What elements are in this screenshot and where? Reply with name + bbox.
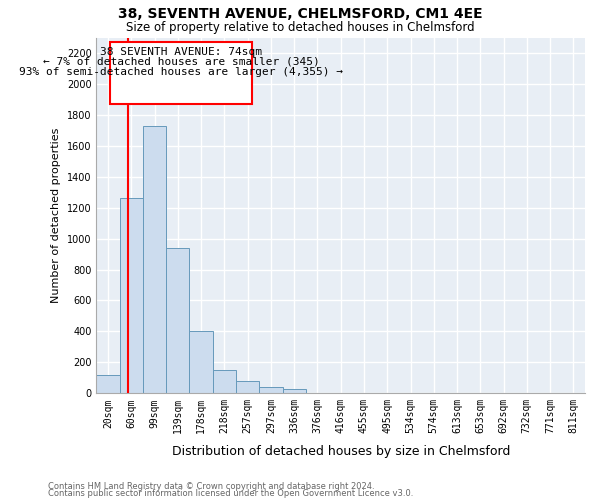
Bar	[119, 198, 143, 394]
X-axis label: Distribution of detached houses by size in Chelmsford: Distribution of detached houses by size …	[172, 444, 510, 458]
Text: Size of property relative to detached houses in Chelmsford: Size of property relative to detached ho…	[125, 22, 475, 35]
Text: 38, SEVENTH AVENUE, CHELMSFORD, CM1 4EE: 38, SEVENTH AVENUE, CHELMSFORD, CM1 4EE	[118, 8, 482, 22]
Bar	[166, 248, 190, 394]
Text: ← 7% of detached houses are smaller (345): ← 7% of detached houses are smaller (345…	[43, 56, 319, 66]
Text: 93% of semi-detached houses are larger (4,355) →: 93% of semi-detached houses are larger (…	[19, 67, 343, 77]
Bar	[259, 387, 283, 394]
Y-axis label: Number of detached properties: Number of detached properties	[51, 128, 61, 303]
Bar	[283, 390, 306, 394]
FancyBboxPatch shape	[110, 42, 252, 104]
Text: Contains HM Land Registry data © Crown copyright and database right 2024.: Contains HM Land Registry data © Crown c…	[48, 482, 374, 491]
Bar	[236, 381, 259, 394]
Bar	[190, 330, 213, 394]
Text: Contains public sector information licensed under the Open Government Licence v3: Contains public sector information licen…	[48, 489, 413, 498]
Text: 38 SEVENTH AVENUE: 74sqm: 38 SEVENTH AVENUE: 74sqm	[100, 47, 262, 57]
Bar	[213, 370, 236, 394]
Bar	[143, 126, 166, 394]
Bar	[97, 376, 119, 394]
